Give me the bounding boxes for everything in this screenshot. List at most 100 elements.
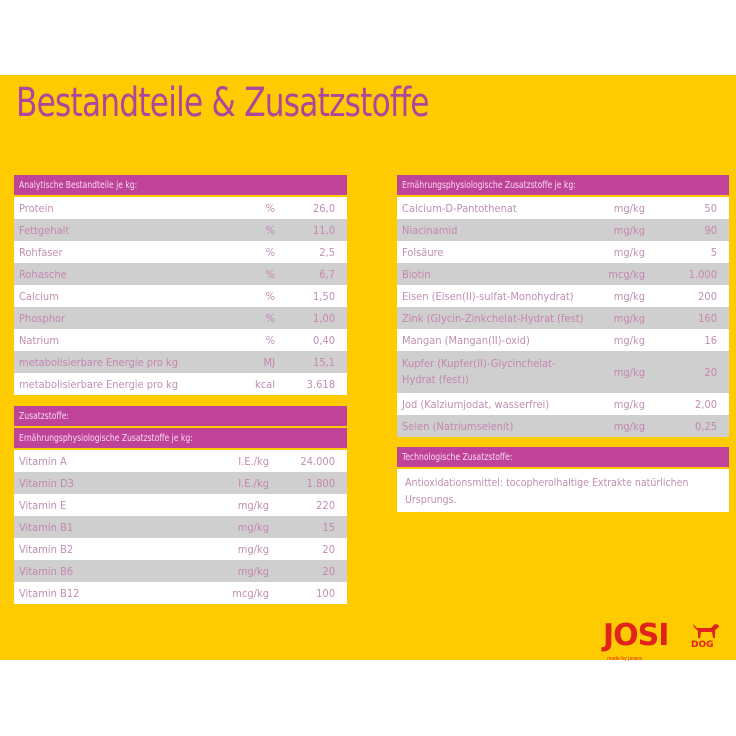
row-name: Jod (Kalziumjodat, wasserfrei)	[402, 397, 550, 411]
row-value: 2,5	[319, 245, 335, 259]
dog-icon	[693, 624, 719, 638]
logo-sub: made by Josera	[607, 656, 642, 662]
table-row: Vitamin A I.E./kg 24.000	[14, 450, 347, 472]
row-unit: mcg/kg	[232, 586, 269, 600]
row-name: Kupfer (Kupfer(II)-Glycinchelat-Hydrat (…	[402, 357, 556, 386]
row-unit: mg/kg	[613, 365, 645, 379]
row-name: Niacinamid	[402, 223, 458, 237]
row-name: Calcium-D-Pantothenat	[402, 201, 517, 215]
table-row: metabolisierbare Energie pro kg kcal 3.618	[14, 373, 347, 395]
logo-brand: JOSI	[603, 618, 669, 653]
row-value: 1.800	[306, 476, 335, 490]
table-row: Vitamin B2 mg/kg 20	[14, 538, 347, 560]
nutritional-table: Ernährungsphysiologische Zusatzstoffe je…	[397, 175, 729, 437]
row-name: Rohasche	[19, 267, 67, 281]
row-value: 0,25	[694, 419, 717, 433]
row-value: 220	[316, 498, 335, 512]
row-value: 5	[710, 245, 717, 259]
table-row: Folsäure mg/kg 5	[397, 241, 729, 263]
row-value: 24.000	[300, 454, 335, 468]
table-row: Niacinamid mg/kg 90	[397, 219, 729, 241]
row-name: Vitamin A	[19, 454, 67, 468]
technological-header: Technologische Zusatzstoffe:	[397, 447, 729, 469]
row-value: 50	[704, 201, 717, 215]
table-row: Biotin mcg/kg 1.000	[397, 263, 729, 285]
josi-dog-logo: JOSI DOG made by Josera	[603, 618, 719, 662]
row-value: 1,50	[312, 289, 335, 303]
row-name: Biotin	[402, 267, 431, 281]
table-row: Vitamin B1 mg/kg 15	[14, 516, 347, 538]
row-name: Fettgehalt	[19, 223, 70, 237]
row-unit: mg/kg	[613, 311, 645, 325]
row-value: 3.618	[306, 377, 335, 391]
row-unit: %	[265, 201, 275, 215]
logo-dog: DOG	[691, 640, 714, 650]
row-unit: mg/kg	[613, 333, 645, 347]
row-name: Folsäure	[402, 245, 444, 259]
row-value: 1,00	[312, 311, 335, 325]
row-name: Natrium	[19, 333, 60, 347]
row-value: 0,40	[312, 333, 335, 347]
row-value: 2,00	[694, 397, 717, 411]
row-value: 15	[322, 520, 335, 534]
table-row: Vitamin B12 mcg/kg 100	[14, 582, 347, 604]
table-row: Calcium-D-Pantothenat mg/kg 50	[397, 197, 729, 219]
row-name: metabolisierbare Energie pro kg	[19, 377, 179, 391]
row-value: 20	[322, 542, 335, 556]
table-row: Kupfer (Kupfer(II)-Glycinchelat-Hydrat (…	[397, 351, 729, 393]
row-unit: %	[265, 245, 275, 259]
technological-table: Technologische Zusatzstoffe: Antioxidati…	[397, 447, 729, 512]
additives-subheader: Ernährungsphysiologische Zusatzstoffe je…	[14, 428, 347, 450]
row-unit: %	[265, 333, 275, 347]
row-value: 100	[316, 586, 335, 600]
table-row: Eisen (Eisen(II)-sulfat-Monohydrat) mg/kg…	[397, 285, 729, 307]
row-value: 16	[704, 333, 717, 347]
table-row: Protein% 26,0	[14, 197, 347, 219]
row-unit: %	[265, 223, 275, 237]
table-row: Natrium% 0,40	[14, 329, 347, 351]
row-name: Vitamin B1	[19, 520, 74, 534]
row-unit: mcg/kg	[608, 267, 645, 281]
row-name: Vitamin E	[19, 498, 67, 512]
row-value: 11,0	[312, 223, 335, 237]
table-row: Rohfaser% 2,5	[14, 241, 347, 263]
row-unit: mg/kg	[237, 564, 269, 578]
row-value: 20	[704, 365, 717, 379]
row-name: Eisen (Eisen(II)-sulfat-Monohydrat)	[402, 289, 574, 303]
row-value: 160	[698, 311, 717, 325]
row-value: 15,1	[312, 355, 335, 369]
additives-table: Zusatzstoffe: Ernährungsphysiologische Z…	[14, 406, 347, 604]
row-unit: mg/kg	[237, 542, 269, 556]
row-unit: mg/kg	[237, 498, 269, 512]
table-row: Selen (Natriumselenit) mg/kg 0,25	[397, 415, 729, 437]
row-name: Zink (Glycin-Zinkchelat-Hydrat (fest))	[402, 311, 585, 325]
row-name: Phosphor	[19, 311, 66, 325]
table-row: Rohasche% 6,7	[14, 263, 347, 285]
row-value: 26,0	[312, 201, 335, 215]
row-unit: I.E./kg	[238, 454, 269, 468]
row-name: metabolisierbare Energie pro kg	[19, 355, 179, 369]
table-row: Mangan (Mangan(II)-oxid) mg/kg 16	[397, 329, 729, 351]
row-unit: mg/kg	[613, 245, 645, 259]
nutritional-header: Ernährungsphysiologische Zusatzstoffe je…	[397, 175, 729, 197]
row-value: 1.000	[688, 267, 717, 281]
row-name: Vitamin B12	[19, 586, 80, 600]
table-row: Phosphor% 1,00	[14, 307, 347, 329]
row-value: 20	[322, 564, 335, 578]
additives-header: Zusatzstoffe:	[14, 406, 347, 428]
row-name: Selen (Natriumselenit)	[402, 419, 514, 433]
table-row: Zink (Glycin-Zinkchelat-Hydrat (fest)) mg…	[397, 307, 729, 329]
technological-text: Antioxidationsmittel: tocopherolhaltige …	[397, 469, 729, 512]
row-value: 6,7	[319, 267, 335, 281]
row-value: 90	[704, 223, 717, 237]
row-unit: %	[265, 267, 275, 281]
row-unit: mg/kg	[613, 201, 645, 215]
analytic-header: Analytische Bestandteile je kg:	[14, 175, 347, 197]
row-unit: %	[265, 289, 275, 303]
table-row: Fettgehalt% 11,0	[14, 219, 347, 241]
analytic-table: Analytische Bestandteile je kg: Protein%…	[14, 175, 347, 395]
row-name: Mangan (Mangan(II)-oxid)	[402, 333, 530, 347]
table-row: Vitamin D3 I.E./kg 1.800	[14, 472, 347, 494]
table-row: Vitamin B6 mg/kg 20	[14, 560, 347, 582]
row-name: Vitamin D3	[19, 476, 74, 490]
